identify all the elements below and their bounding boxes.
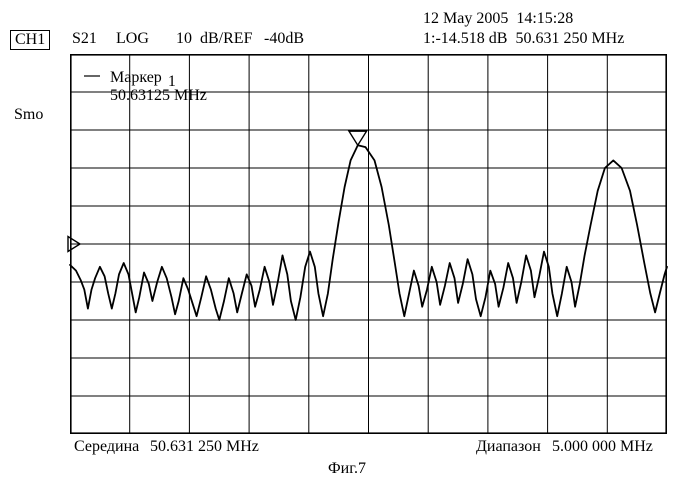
marker-word: Маркер (110, 69, 162, 86)
page-root: CH1 S21 LOG 10 dB/REF -40dB 12 May 2005 … (0, 0, 691, 500)
marker-annotation: Маркер 1 50.63125 MHz (110, 69, 207, 105)
center-value: 50.631 250 MHz (150, 438, 259, 456)
scale-unit-label: dB/REF (200, 30, 252, 48)
figure-caption: Фиг.7 (328, 460, 366, 478)
smoothing-label: Smo (14, 106, 43, 124)
datetime-label: 12 May 2005 14:15:28 (423, 10, 573, 28)
marker-readout: 1:-14.518 dB 50.631 250 MHz (423, 30, 624, 48)
span-value: 5.000 000 MHz (552, 438, 653, 456)
span-label: Диапазон (476, 438, 541, 456)
ref-level-label: -40dB (264, 30, 304, 48)
marker-number: 1 (166, 73, 176, 90)
sparam-label: S21 (72, 30, 97, 48)
center-label: Середина (74, 438, 139, 456)
scale-step-label: 10 (176, 30, 192, 48)
plot-svg (70, 54, 667, 434)
plot-area (70, 54, 667, 434)
scale-mode-label: LOG (116, 30, 149, 48)
marker-freq: 50.63125 MHz (110, 87, 207, 104)
channel-badge: CH1 (10, 30, 50, 50)
